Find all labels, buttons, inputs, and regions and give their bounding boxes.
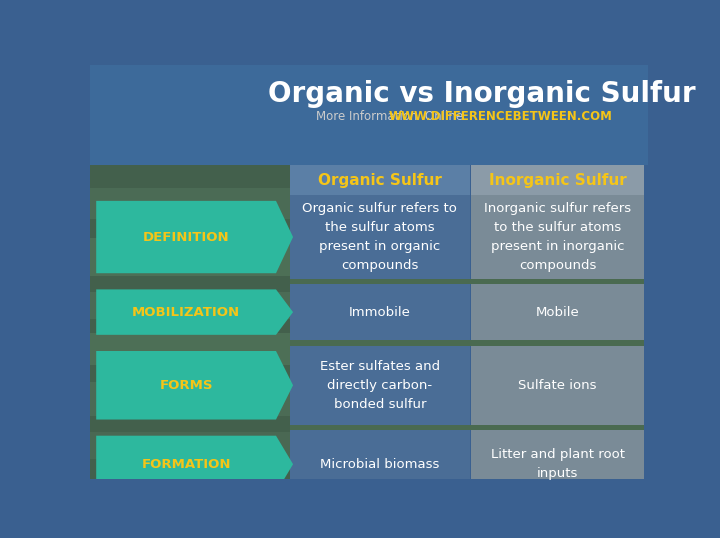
Text: FORMATION: FORMATION [141,458,231,471]
FancyBboxPatch shape [90,238,290,277]
Text: Ester sulfates and
directly carbon-
bonded sulfur: Ester sulfates and directly carbon- bond… [320,360,440,411]
FancyBboxPatch shape [90,277,290,292]
FancyBboxPatch shape [90,382,290,416]
FancyBboxPatch shape [90,165,290,479]
FancyBboxPatch shape [90,292,290,318]
Text: MOBILIZATION: MOBILIZATION [132,306,240,318]
Text: Sulfate ions: Sulfate ions [518,379,597,392]
FancyBboxPatch shape [90,318,290,332]
FancyBboxPatch shape [90,459,290,479]
Text: Organic sulfur refers to
the sulfur atoms
present in organic
compounds: Organic sulfur refers to the sulfur atom… [302,202,457,272]
Text: FORMS: FORMS [159,379,213,392]
Polygon shape [96,436,293,493]
FancyBboxPatch shape [472,345,644,425]
FancyBboxPatch shape [472,430,644,498]
FancyBboxPatch shape [290,165,469,195]
FancyBboxPatch shape [90,65,648,165]
Text: More Information  Online: More Information Online [316,110,464,123]
FancyBboxPatch shape [90,218,290,238]
FancyBboxPatch shape [290,340,644,345]
FancyBboxPatch shape [290,425,644,430]
Text: Inorganic Sulfur: Inorganic Sulfur [489,173,626,188]
FancyBboxPatch shape [472,195,644,279]
FancyBboxPatch shape [290,195,469,279]
Polygon shape [96,201,293,273]
FancyBboxPatch shape [290,345,469,425]
Text: Organic vs Inorganic Sulfur: Organic vs Inorganic Sulfur [268,80,696,108]
Text: Litter and plant root
inputs: Litter and plant root inputs [491,448,625,480]
FancyBboxPatch shape [472,284,644,340]
Text: DEFINITION: DEFINITION [143,231,230,244]
FancyBboxPatch shape [90,416,290,432]
Text: Inorganic sulfur refers
to the sulfur atoms
present in inorganic
compounds: Inorganic sulfur refers to the sulfur at… [484,202,631,272]
FancyBboxPatch shape [472,165,644,195]
Text: Organic Sulfur: Organic Sulfur [318,173,442,188]
FancyBboxPatch shape [90,365,290,382]
FancyBboxPatch shape [90,188,290,218]
Text: Microbial biomass: Microbial biomass [320,458,439,471]
FancyBboxPatch shape [90,432,290,459]
FancyBboxPatch shape [290,279,644,284]
Text: Immobile: Immobile [349,306,411,318]
Polygon shape [96,289,293,335]
Text: WWW.DIFFERENCEBETWEEN.COM: WWW.DIFFERENCEBETWEEN.COM [389,110,613,123]
FancyBboxPatch shape [90,332,290,365]
FancyBboxPatch shape [90,165,290,188]
FancyBboxPatch shape [290,284,469,340]
Text: Mobile: Mobile [536,306,580,318]
Polygon shape [96,351,293,420]
FancyBboxPatch shape [290,430,469,498]
